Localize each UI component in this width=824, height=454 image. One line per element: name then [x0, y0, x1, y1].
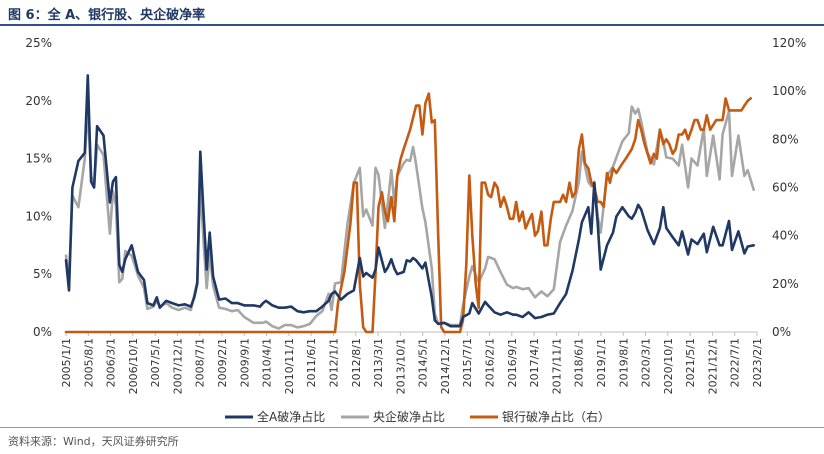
- x-tick-label: 2005/8/1: [82, 338, 95, 387]
- x-tick-label: 2015/7/1: [461, 338, 474, 387]
- series-layer: [64, 74, 755, 334]
- y-right-tick-label: 0%: [772, 325, 791, 339]
- x-tick-label: 2014/12/1: [439, 338, 452, 394]
- x-tick-label: 2020/10/1: [662, 338, 675, 394]
- x-tick-label: 2007/12/1: [171, 338, 184, 394]
- legend-label: 全A破净占比: [257, 409, 325, 424]
- y-axis-left: 0% 5% 10% 15% 20% 25%: [25, 36, 52, 339]
- legend-label: 央企破净占比: [373, 409, 445, 424]
- y-right-tick-label: 20%: [772, 277, 799, 291]
- y-right-tick-label: 100%: [772, 84, 806, 98]
- y-left-tick-label: 0%: [33, 325, 52, 339]
- y-right-tick-label: 60%: [772, 181, 799, 195]
- x-tick-label: 2023/2/1: [751, 338, 764, 387]
- x-tick-label: 2008/7/1: [194, 338, 207, 387]
- x-tick-label: 2007/5/1: [149, 338, 162, 387]
- y-right-tick-label: 80%: [772, 132, 799, 146]
- x-tick-label: 2022/7/1: [729, 338, 742, 387]
- series-line-0: [64, 74, 755, 328]
- y-left-tick-label: 20%: [25, 94, 52, 108]
- figure-title: 图 6：全 A、银行股、央企破净率: [8, 8, 206, 23]
- x-tick-label: 2021/12/1: [706, 338, 719, 394]
- series-line-1: [64, 105, 755, 330]
- y-left-tick-label: 5%: [33, 267, 52, 281]
- x-tick-label: 2019/8/1: [617, 338, 630, 387]
- x-tick-label: 2017/11/1: [550, 338, 563, 394]
- series-line-2: [64, 92, 752, 334]
- x-tick-label: 2012/8/1: [350, 338, 363, 387]
- x-tick-label: 2016/2/1: [484, 338, 497, 387]
- x-tick-label: 2016/9/1: [506, 338, 519, 387]
- x-tick-label: 2006/3/1: [105, 338, 118, 387]
- x-tick-label: 2019/1/1: [595, 338, 608, 387]
- x-tick-label: 2013/3/1: [372, 338, 385, 387]
- x-tick-label: 2009/2/1: [216, 338, 229, 387]
- x-tick-label: 2017/4/1: [528, 338, 541, 387]
- y-left-tick-label: 10%: [25, 209, 52, 223]
- footer-rule: [0, 427, 824, 428]
- x-tick-label: 2012/1/1: [327, 338, 340, 387]
- y-right-tick-label: 40%: [772, 229, 799, 243]
- x-tick-label: 2010/11/1: [283, 338, 296, 394]
- x-tick-label: 2005/1/1: [60, 338, 73, 387]
- x-tick-label: 2020/3/1: [640, 338, 653, 387]
- y-left-tick-label: 25%: [25, 36, 52, 50]
- x-tick-label: 2021/5/1: [684, 338, 697, 387]
- x-tick-label: 2009/9/1: [238, 338, 251, 387]
- x-tick-label: 2010/4/1: [261, 338, 274, 387]
- source-note: 资料来源：Wind，天风证券研究所: [8, 435, 179, 448]
- y-left-tick-label: 15%: [25, 152, 52, 166]
- legend-label: 银行破净占比（右）: [502, 409, 610, 424]
- x-tick-label: 2014/5/1: [417, 338, 430, 387]
- legend: 全A破净占比 央企破净占比 银行破净占比（右）: [225, 409, 610, 424]
- x-tick-label: 2018/6/1: [573, 338, 586, 387]
- y-axis-right: 0% 20% 40% 60% 80% 100% 120%: [772, 36, 806, 339]
- y-right-tick-label: 120%: [772, 36, 806, 50]
- title-rule: [0, 24, 824, 26]
- x-tick-label: 2011/6/1: [305, 338, 318, 387]
- x-tick-label: 2013/10/1: [394, 338, 407, 394]
- x-tick-label: 2006/10/1: [127, 338, 140, 394]
- x-axis: 2005/1/1 2005/8/1 2006/3/1 2006/10/1 2007/5/…: [60, 332, 764, 394]
